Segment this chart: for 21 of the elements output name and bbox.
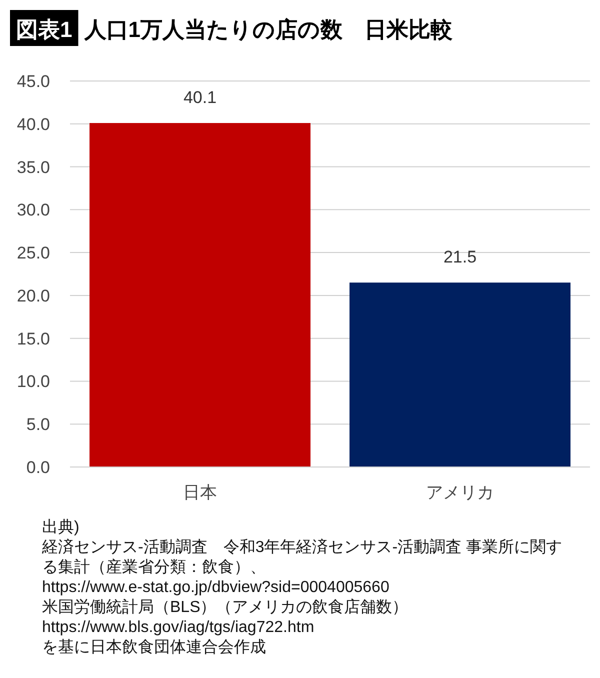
text: を基に日本飲食団体連合会作成 [42,638,267,658]
chart-title: 人口1万人当たりの店の数 日米比較 [83,17,454,42]
data-label: 21.5 [443,248,477,267]
label-box: 図表1 [10,10,78,46]
text: https://www.e-stat.go.jp/dbview?sid=0004005660 [42,578,390,598]
y-tick-label: 20.0 [16,286,50,306]
text: 米国労働統計局（BLS）（アメリカの飲食店舗数） [42,598,410,618]
y-tick-label: 10.0 [16,372,50,392]
source-note: 出典) [42,518,80,538]
data-label: 40.1 [183,88,217,108]
y-tick-label: 25.0 [16,244,50,263]
y-tick-label: 30.0 [16,200,50,220]
text: https://www.bls.gov/iag/tgs/iag722.htm [42,618,316,638]
y-tick-label: 5.0 [26,415,50,434]
y-tick-label: 15.0 [16,329,50,348]
y-tick-label: 45.0 [16,72,50,91]
y-tick-label: 0.0 [26,458,50,477]
y-tick-label: 40.0 [16,114,50,134]
x-tick-label: アメリカ [426,483,494,502]
x-tick-label: 日本 [183,483,217,502]
y-tick-label: 35.0 [16,158,50,177]
